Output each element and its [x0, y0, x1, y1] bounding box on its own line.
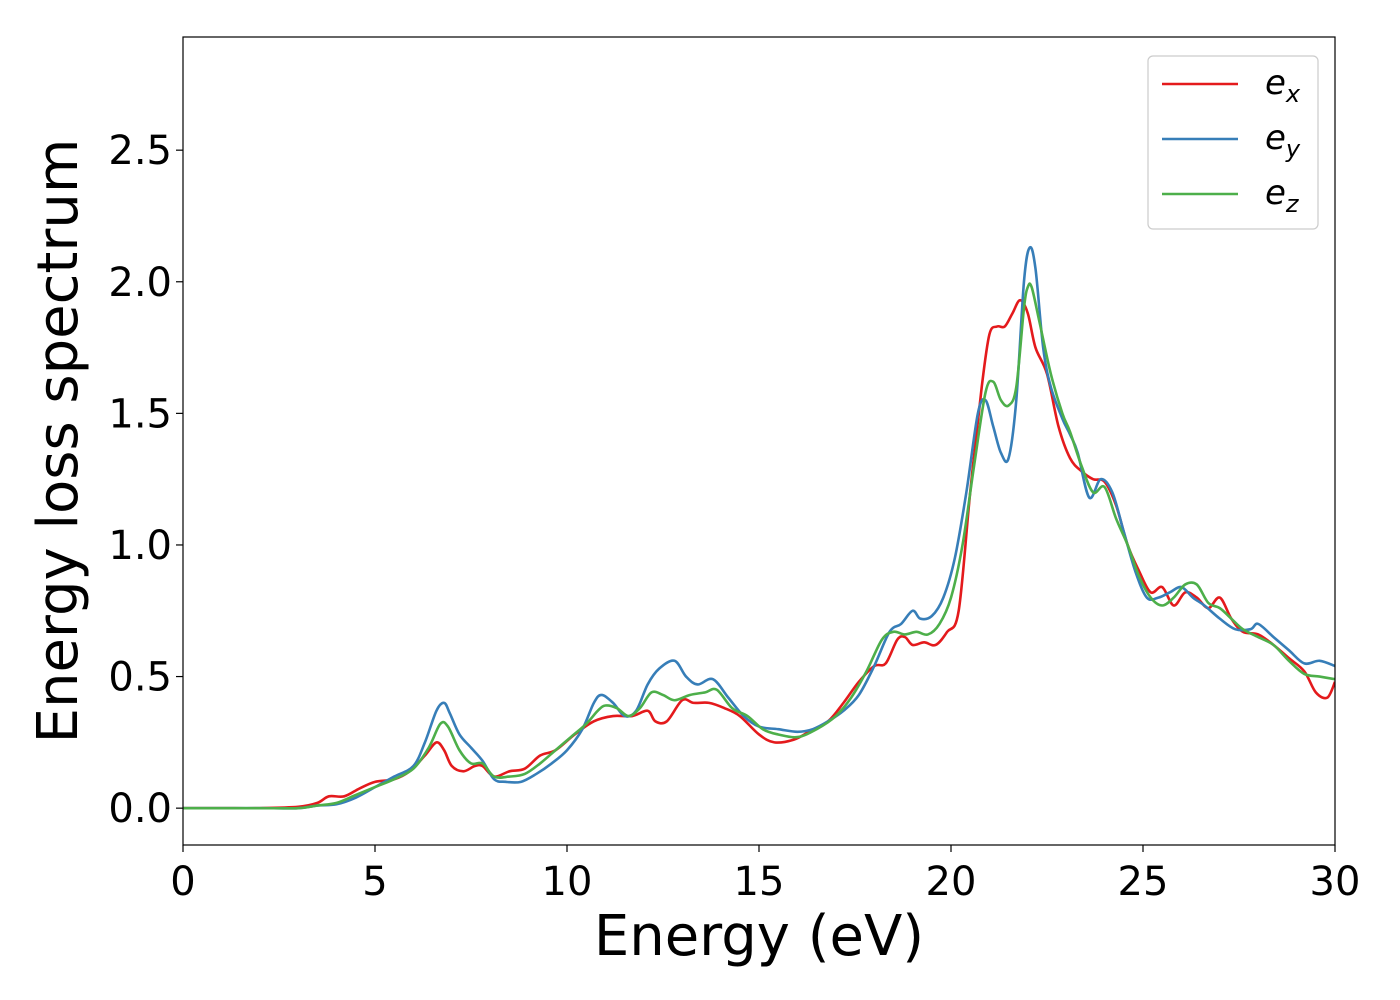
y-tick-label: 0.5 [108, 655, 172, 701]
x-tick-label: 0 [170, 859, 195, 905]
legend-label-y: ey [1265, 118, 1301, 163]
series-line-z [183, 282, 1335, 810]
y-tick-label: 2.5 [108, 128, 172, 174]
x-tick-label: 20 [926, 859, 977, 905]
y-tick-label: 1.0 [108, 523, 172, 569]
y-tick-label: 0.0 [108, 786, 172, 832]
legend-label-z: ez [1265, 173, 1300, 218]
x-axis-label: Energy (eV) [594, 904, 924, 969]
legend-label-x: ex [1265, 63, 1301, 108]
series-line-x [183, 298, 1335, 810]
x-tick-label: 10 [542, 859, 593, 905]
legend: ex ey ez [1147, 55, 1319, 230]
y-axis-label: Energy loss spectrum [26, 139, 91, 744]
x-tick-label: 15 [734, 859, 785, 905]
x-tick-label: 5 [362, 859, 387, 905]
y-tick-label: 2.0 [108, 260, 172, 306]
x-tick-label: 25 [1118, 859, 1169, 905]
series-line-y [183, 245, 1335, 810]
plot-area [183, 37, 1335, 845]
x-tick-label: 30 [1310, 859, 1361, 905]
legend-box [1147, 55, 1319, 230]
y-tick-label: 1.5 [108, 391, 172, 437]
